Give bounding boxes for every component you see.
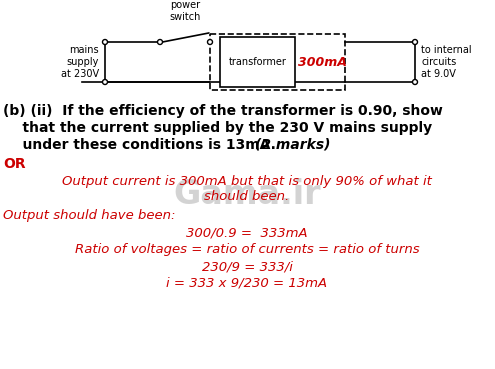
Text: Ratio of voltages = ratio of currents = ratio of turns: Ratio of voltages = ratio of currents = … xyxy=(75,243,419,256)
Circle shape xyxy=(207,39,212,45)
Text: under these conditions is 13mA.: under these conditions is 13mA. xyxy=(3,138,286,152)
Bar xyxy=(210,34,345,90)
Text: Output should have been:: Output should have been: xyxy=(3,209,176,222)
Text: transformer: transformer xyxy=(229,57,287,67)
Text: that the current supplied by the 230 V mains supply: that the current supplied by the 230 V m… xyxy=(3,121,432,135)
Text: mains
supply
at 230V: mains supply at 230V xyxy=(61,45,99,79)
Text: 300mA: 300mA xyxy=(297,55,346,69)
Text: OR: OR xyxy=(3,157,26,171)
Circle shape xyxy=(412,79,417,85)
Text: 230/9 = 333/i: 230/9 = 333/i xyxy=(201,260,293,273)
Text: to internal
circuits
at 9.0V: to internal circuits at 9.0V xyxy=(421,45,472,79)
Text: i = 333 x 9/230 = 13mA: i = 333 x 9/230 = 13mA xyxy=(166,277,328,290)
Text: (2 marks): (2 marks) xyxy=(255,138,331,152)
Text: (b) (ii)  If the efficiency of the transformer is 0.90, show: (b) (ii) If the efficiency of the transf… xyxy=(3,104,443,118)
Text: Gama.ir: Gama.ir xyxy=(173,179,321,211)
Circle shape xyxy=(102,39,107,45)
Circle shape xyxy=(102,79,107,85)
Circle shape xyxy=(157,39,162,45)
Text: 300/0.9 =  333mA: 300/0.9 = 333mA xyxy=(186,226,308,239)
Text: should been.: should been. xyxy=(204,190,290,203)
Text: Output current is 300mA but that is only 90% of what it: Output current is 300mA but that is only… xyxy=(62,175,432,188)
Text: power
switch: power switch xyxy=(169,0,200,22)
Circle shape xyxy=(412,39,417,45)
Bar xyxy=(220,37,295,87)
